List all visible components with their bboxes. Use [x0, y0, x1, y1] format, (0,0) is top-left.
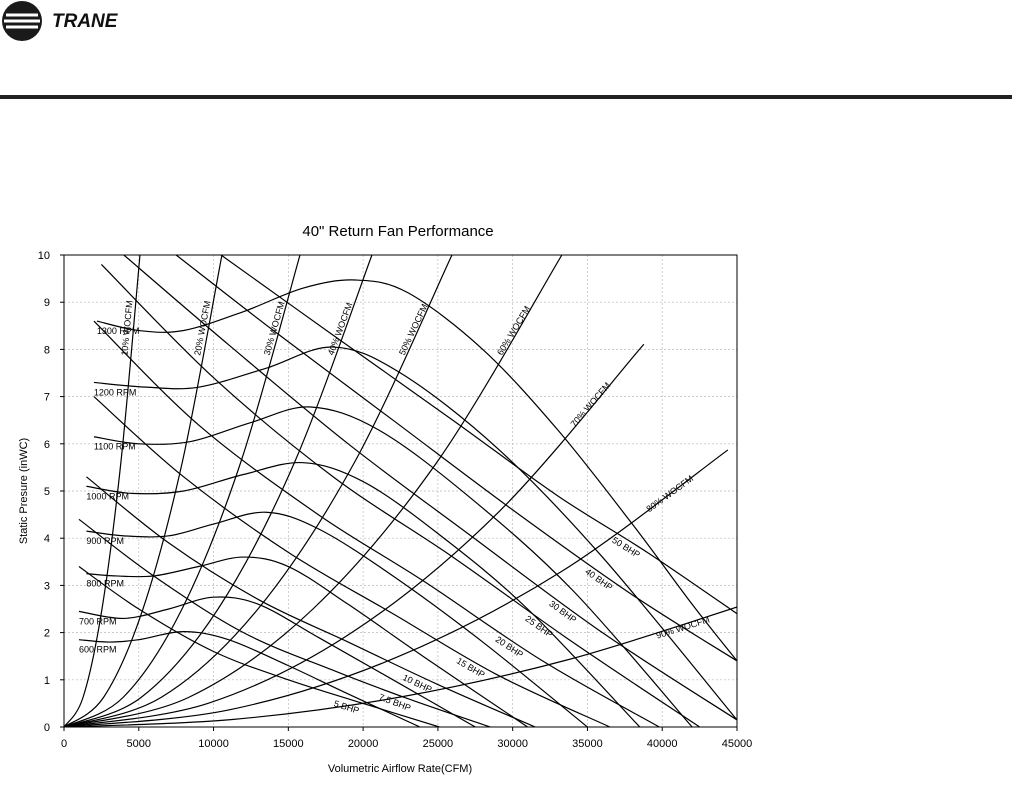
wocfm-label: 40% WOCFM — [326, 301, 355, 357]
x-tick-label: 30000 — [497, 738, 528, 750]
logo-stripes — [4, 13, 40, 29]
y-tick-label: 2 — [44, 628, 50, 640]
x-tick-label: 35000 — [572, 738, 603, 750]
rpm-curve — [96, 279, 737, 662]
rpm-curve — [86, 556, 528, 727]
rpm-curve — [78, 631, 421, 727]
rpm-label: 900 RPM — [86, 536, 124, 546]
wocfm-curve — [64, 255, 563, 727]
y-tick-label: 10 — [38, 250, 50, 262]
logo: TRANE — [2, 1, 119, 41]
x-tick-label: 15000 — [273, 738, 304, 750]
bhp-label: 15 BHP — [455, 656, 487, 680]
chart-title: 40" Return Fan Performance — [302, 223, 493, 240]
bhp-curve — [220, 255, 737, 615]
bhp-curve — [175, 255, 737, 662]
rpm-curve — [93, 346, 737, 721]
wocfm-label: 80% WOCFM — [644, 473, 695, 514]
rpm-label: 1300 RPM — [97, 326, 140, 336]
x-axis-label: Volumetric Airflow Rate(CFM) — [328, 763, 472, 775]
y-tick-label: 3 — [44, 580, 50, 592]
wocfm-curve — [64, 255, 141, 727]
bhp-curve — [100, 264, 700, 727]
rpm-curve — [86, 511, 588, 727]
bhp-curve — [123, 255, 737, 721]
y-tick-label: 1 — [44, 675, 50, 687]
y-tick-label: 5 — [44, 486, 50, 498]
x-tick-label: 40000 — [647, 738, 678, 750]
y-tick-label: 4 — [44, 533, 50, 545]
plot: 0 5000 10000 15000 20000 25000 30000 35000 40000… — [38, 250, 753, 750]
plot-frame — [63, 254, 738, 728]
bhp-curve — [78, 566, 440, 727]
wocfm-label: 70% WOCFM — [569, 380, 613, 429]
rpm-label: 1000 RPM — [86, 491, 129, 501]
y-tick-label: 9 — [44, 297, 50, 309]
bhp-curve — [93, 396, 611, 727]
rpm-curve — [93, 406, 693, 727]
rpm-label: 800 RPM — [86, 579, 124, 589]
y-tick-label: 8 — [44, 344, 50, 356]
wocfm-curve — [64, 255, 223, 727]
y-axis-label: Static Presure (inWC) — [18, 438, 30, 544]
rpm-label: 1200 RPM — [94, 387, 137, 397]
x-tick-label: 20000 — [348, 738, 379, 750]
y-tick-label: 0 — [44, 722, 50, 734]
wocfm-curve — [64, 606, 737, 727]
wocfm-curve — [64, 255, 301, 727]
wocfm-label: 50% WOCFM — [397, 302, 430, 357]
header-rule — [0, 95, 1012, 99]
logo-text: TRANE — [52, 11, 119, 32]
bhp-curve — [86, 476, 536, 727]
y-tick-label: 7 — [44, 392, 50, 404]
bhp-curve — [78, 518, 491, 727]
y-tick-label: 6 — [44, 439, 50, 451]
x-tick-label: 5000 — [127, 738, 151, 750]
x-tick-label: 0 — [61, 738, 67, 750]
wocfm-curve — [64, 449, 729, 727]
rpm-label: 1100 RPM — [94, 442, 136, 452]
rpm-curve — [86, 462, 641, 727]
rpm-label: 600 RPM — [79, 645, 117, 655]
wocfm-curve — [64, 343, 645, 727]
wocfm-curve — [64, 255, 453, 727]
x-tick-label: 25000 — [423, 738, 454, 750]
rpm-label: 700 RPM — [79, 616, 117, 626]
x-tick-label: 10000 — [198, 738, 229, 750]
bhp-curve — [93, 320, 660, 727]
rpm-curve — [78, 596, 476, 727]
x-tick-label: 45000 — [722, 738, 753, 750]
